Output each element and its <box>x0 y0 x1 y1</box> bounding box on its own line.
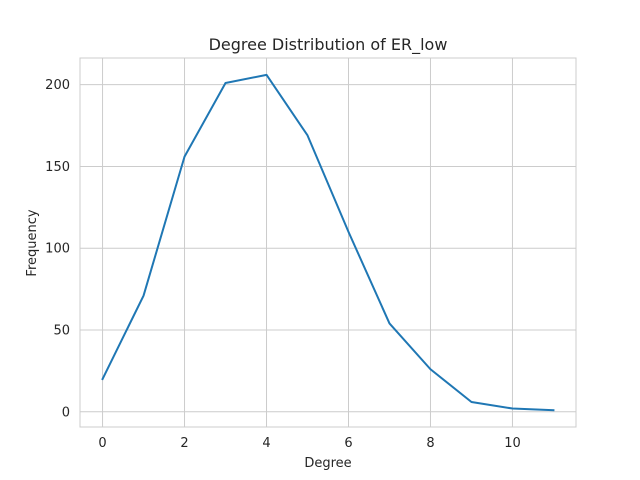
x-axis-label: Degree <box>304 456 351 471</box>
x-axis-ticks: 0 2 4 6 8 10 <box>98 436 520 451</box>
x-tick-label: 8 <box>426 436 434 451</box>
x-tick-label: 2 <box>180 436 188 451</box>
x-tick-label: 10 <box>504 436 521 451</box>
series-line-er-low <box>101 73 555 412</box>
y-tick-label: 150 <box>45 160 70 175</box>
series-layer <box>101 73 555 412</box>
plot-frame <box>79 57 577 428</box>
y-axis-ticks: 0 50 100 150 200 <box>45 78 70 420</box>
x-tick-label: 4 <box>262 436 270 451</box>
grid <box>80 58 576 427</box>
y-tick-label: 50 <box>53 324 70 339</box>
chart-title: Degree Distribution of ER_low <box>209 35 448 55</box>
y-tick-label: 200 <box>45 78 70 93</box>
y-tick-label: 0 <box>62 405 70 420</box>
x-tick-label: 0 <box>98 436 106 451</box>
y-tick-label: 100 <box>45 242 70 257</box>
x-tick-label: 6 <box>344 436 352 451</box>
y-axis-label: Frequency <box>25 209 40 276</box>
